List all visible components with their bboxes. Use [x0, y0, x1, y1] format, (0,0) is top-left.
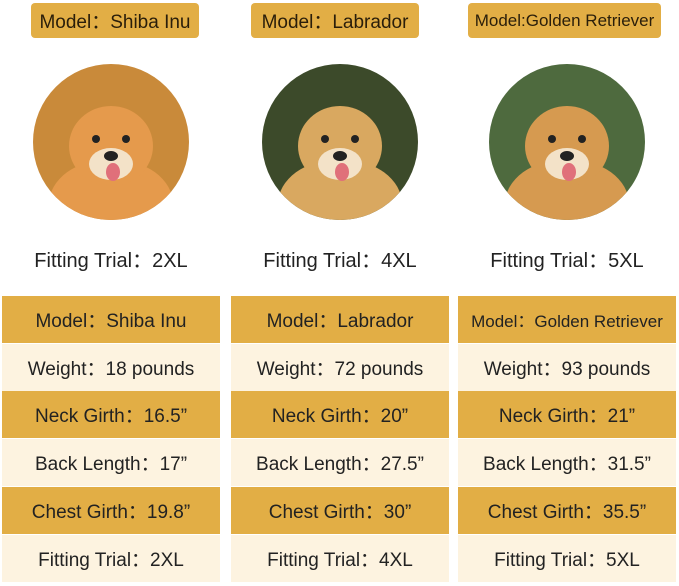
model-badge: Model：Labrador	[251, 3, 419, 38]
table-cell: Chest Girth：35.5”	[458, 486, 676, 534]
table-cell: Neck Girth：16.5”	[2, 391, 220, 439]
table-cell: Fitting Trial：5XL	[458, 534, 676, 582]
table-cell: Back Length：17”	[2, 439, 220, 487]
dog-icon	[33, 64, 189, 220]
fitting-trial-label: Fitting Trial：2XL	[34, 250, 188, 272]
table-cell: Fitting Trial：4XL	[231, 534, 449, 582]
table-cell: Back Length：27.5”	[231, 439, 449, 487]
dog-icon	[262, 64, 418, 220]
table-cell: Model：Labrador	[231, 296, 449, 343]
table-cell: Fitting Trial：2XL	[2, 534, 220, 582]
table-cell: Model：Shiba Inu	[2, 296, 220, 343]
table-cell: Weight：72 pounds	[231, 343, 449, 391]
dog-photo	[489, 64, 645, 220]
table-cell: Model：Golden Retriever	[458, 296, 676, 343]
table-cell: Neck Girth：20”	[231, 391, 449, 439]
fitting-trial-label: Fitting Trial：5XL	[490, 250, 644, 272]
table-cell: Weight：93 pounds	[458, 343, 676, 391]
table-cell: Back Length：31.5”	[458, 439, 676, 487]
table-cell: Chest Girth：30”	[231, 486, 449, 534]
model-badge: Model:Golden Retriever	[468, 3, 661, 38]
dog-photo	[262, 64, 418, 220]
table-cell: Chest Girth：19.8”	[2, 486, 220, 534]
fitting-trial-label: Fitting Trial：4XL	[263, 250, 417, 272]
table-cell: Neck Girth：21”	[458, 391, 676, 439]
dog-photo	[33, 64, 189, 220]
dog-icon	[489, 64, 645, 220]
table-cell: Weight：18 pounds	[2, 343, 220, 391]
model-badge: Model：Shiba Inu	[31, 3, 199, 38]
